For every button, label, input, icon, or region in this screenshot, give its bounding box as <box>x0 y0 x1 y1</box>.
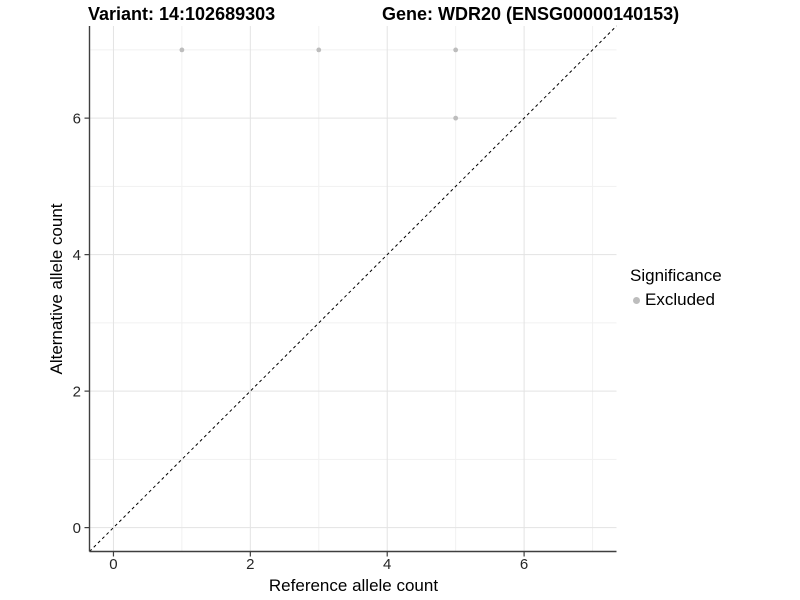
legend-item-label: Excluded <box>645 290 715 309</box>
y-tick-label: 6 <box>73 110 81 127</box>
y-axis-label: Alternative allele count <box>47 203 66 375</box>
data-point <box>179 47 185 53</box>
x-tick-label: 4 <box>383 556 391 573</box>
y-tick-label: 2 <box>73 383 81 400</box>
identity-line <box>89 25 617 552</box>
legend-point-icon <box>633 296 640 304</box>
plot-title-variant: Variant: 14:102689303 <box>88 4 276 24</box>
x-tick-label: 6 <box>520 556 528 573</box>
x-tick-label: 2 <box>246 556 254 573</box>
data-point <box>453 47 459 53</box>
data-point <box>316 47 322 53</box>
y-tick-label: 0 <box>73 520 81 537</box>
x-axis-label: Reference allele count <box>268 576 439 595</box>
legend-item-excluded: Excluded <box>633 290 722 310</box>
legend: Significance Excluded <box>630 266 722 310</box>
plot-title-gene: Gene: WDR20 (ENSG00000140153) <box>382 4 680 24</box>
legend-title: Significance <box>630 266 722 285</box>
data-point <box>453 115 459 121</box>
y-tick-label: 4 <box>73 247 81 264</box>
x-tick-label: 0 <box>109 556 117 573</box>
